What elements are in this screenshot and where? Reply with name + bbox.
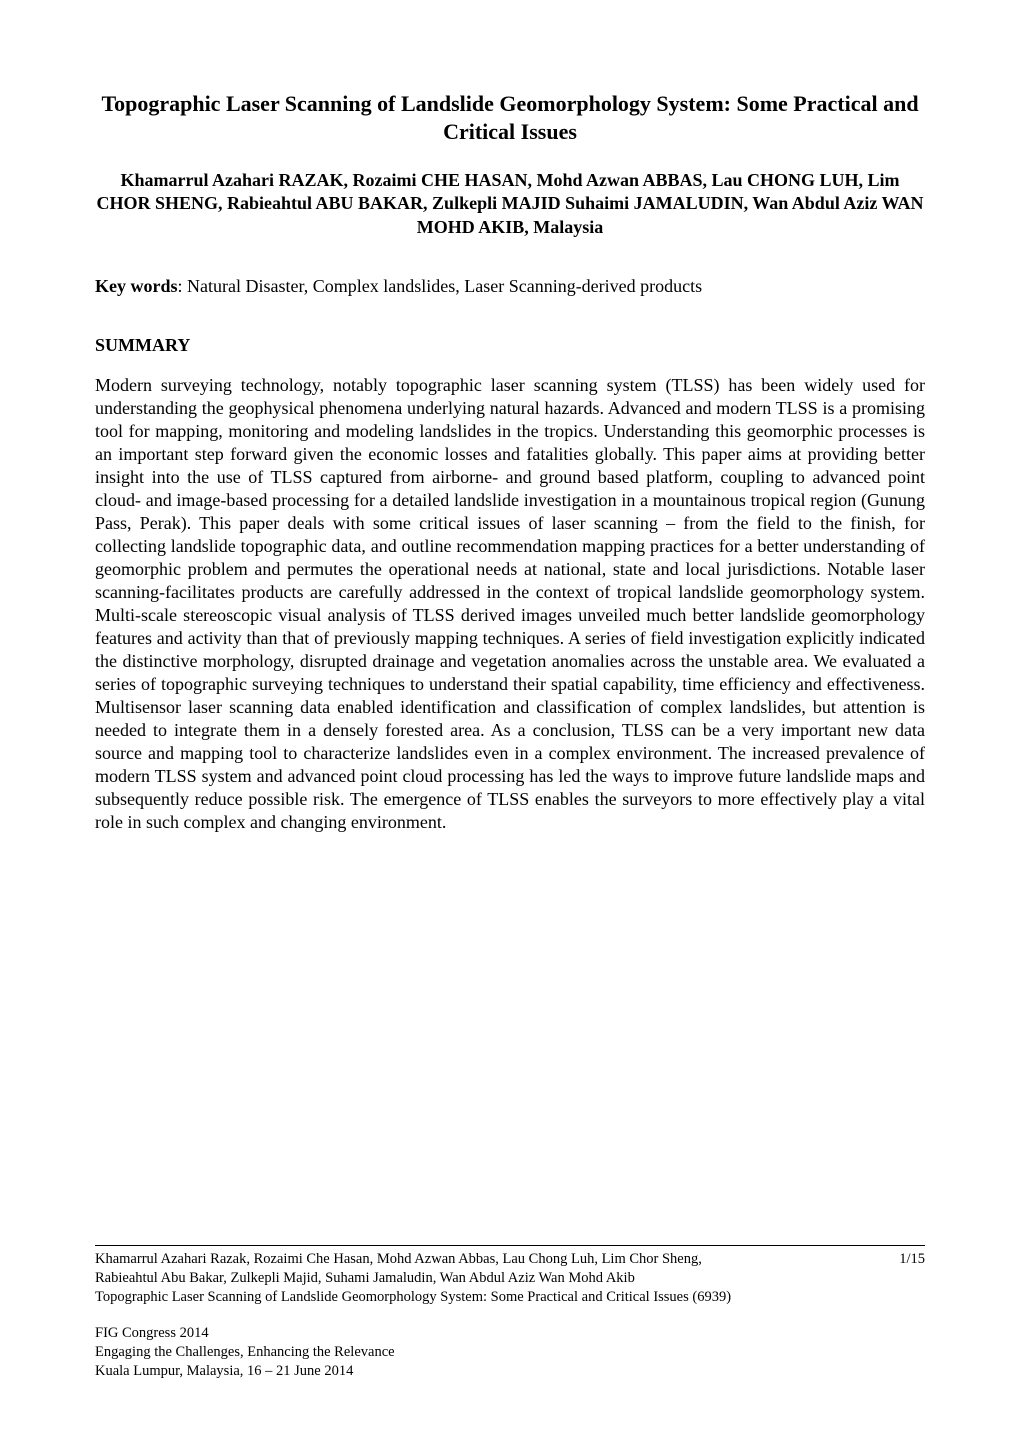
citation-line: Rabieahtul Abu Bakar, Zulkepli Majid, Su… bbox=[95, 1269, 925, 1288]
conference-line: FIG Congress 2014 bbox=[95, 1324, 925, 1343]
keywords-label: Key words bbox=[95, 276, 178, 296]
footer-divider bbox=[95, 1245, 925, 1246]
citation-line: Khamarrul Azahari Razak, Rozaimi Che Has… bbox=[95, 1250, 925, 1269]
conference-line: Engaging the Challenges, Enhancing the R… bbox=[95, 1343, 925, 1362]
summary-body: Modern surveying technology, notably top… bbox=[95, 374, 925, 835]
conference-line: Kuala Lumpur, Malaysia, 16 – 21 June 201… bbox=[95, 1362, 925, 1381]
paper-title: Topographic Laser Scanning of Landslide … bbox=[95, 90, 925, 145]
citation-line: Topographic Laser Scanning of Landslide … bbox=[95, 1288, 925, 1307]
paper-authors: Khamarrul Azahari RAZAK, Rozaimi CHE HAS… bbox=[95, 169, 925, 239]
page-number: 1/15 bbox=[899, 1250, 925, 1269]
keywords-section: Key words: Natural Disaster, Complex lan… bbox=[95, 275, 925, 298]
page-footer: 1/15 Khamarrul Azahari Razak, Rozaimi Ch… bbox=[95, 1245, 925, 1381]
summary-heading: SUMMARY bbox=[95, 335, 925, 356]
footer-citation: 1/15 Khamarrul Azahari Razak, Rozaimi Ch… bbox=[95, 1250, 925, 1307]
keywords-text: : Natural Disaster, Complex landslides, … bbox=[178, 276, 703, 296]
footer-conference: FIG Congress 2014 Engaging the Challenge… bbox=[95, 1324, 925, 1381]
